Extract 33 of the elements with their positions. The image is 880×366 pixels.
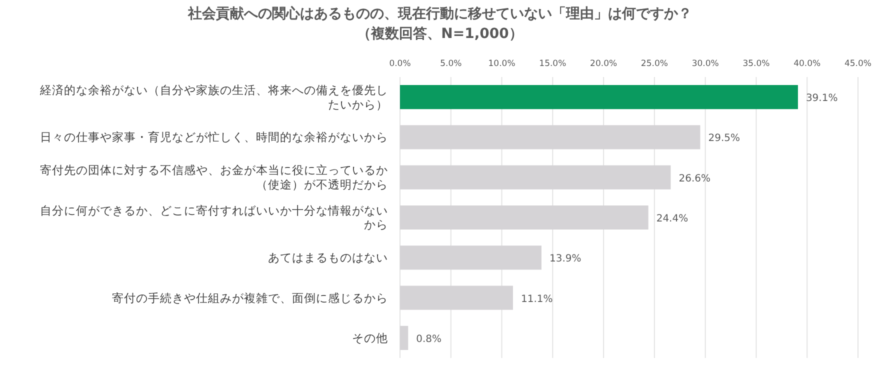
chart-subtitle: （複数回答、N=1,000）	[357, 25, 523, 42]
x-tick-label: 15.0%	[539, 59, 566, 69]
data-label: 0.8%	[416, 334, 442, 345]
x-tick-label: 5.0%	[440, 59, 462, 69]
bar	[400, 205, 648, 230]
y-tick-label: 自分に何ができるか、どこに寄付すればいいか十分な情報がないから	[40, 203, 388, 232]
data-label: 13.9%	[549, 254, 582, 265]
y-tick-label: あてはまるものはない	[268, 250, 388, 265]
y-tick-label: 経済的な余裕がない（自分や家族の生活、将来への備えを優先したいから）	[39, 82, 388, 112]
x-tick-label: 35.0%	[742, 59, 770, 69]
y-tick-label: 日々の仕事や家事・育児などが忙しく、時間的な余裕がないから	[40, 130, 388, 144]
x-tick-label: 30.0%	[692, 59, 719, 69]
y-tick-label: 寄付先の団体に対する不信感や、お金が本当に役に立っているか（使途）が不透明だから	[40, 163, 388, 192]
y-tick-label: 寄付の手続きや仕組みが複雑で、面倒に感じるから	[112, 290, 388, 305]
bar	[400, 165, 671, 190]
data-label: 39.1%	[806, 93, 838, 104]
data-label: 29.5%	[708, 133, 740, 144]
data-label: 26.6%	[678, 173, 711, 184]
x-tick-label: 45.0%	[844, 59, 872, 69]
bar	[400, 85, 798, 110]
x-tick-label: 25.0%	[640, 59, 668, 69]
bar	[400, 326, 408, 350]
x-tick-label: 0.0%	[389, 59, 411, 69]
data-label: 24.4%	[656, 214, 688, 224]
x-tick-label: 10.0%	[488, 59, 516, 69]
data-label: 11.1%	[520, 294, 553, 305]
bar	[400, 246, 542, 270]
x-tick-label: 40.0%	[794, 59, 821, 69]
chart-title: 社会貢献への関心はあるものの、現在行動に移せていない「理由」は何ですか？	[187, 5, 692, 22]
bar	[400, 286, 513, 310]
bar	[400, 125, 700, 150]
x-tick-label: 20.0%	[590, 59, 618, 69]
y-tick-label: その他	[352, 330, 388, 345]
